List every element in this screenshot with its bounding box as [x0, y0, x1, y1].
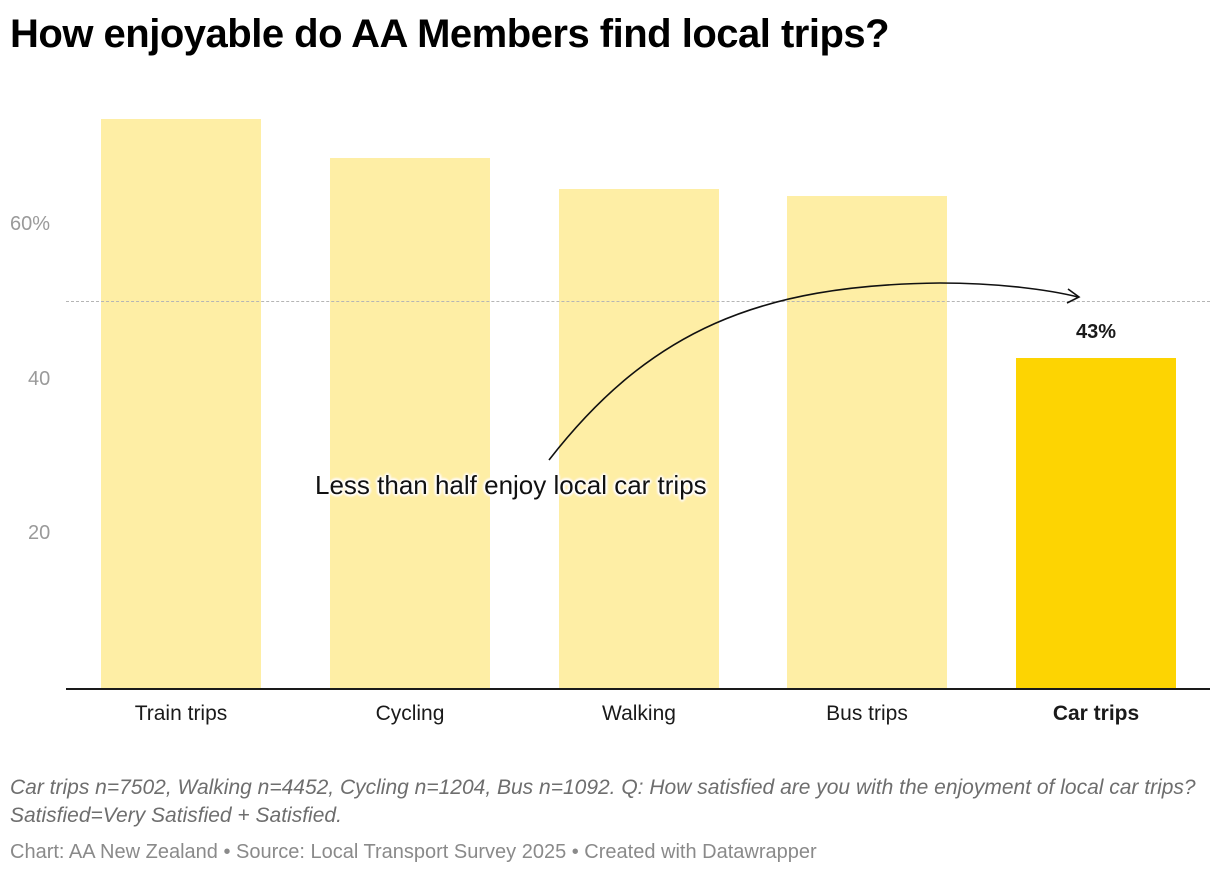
x-label-bus-trips: Bus trips [826, 702, 908, 725]
x-label-cycling: Cycling [375, 702, 445, 725]
chart-notes: Car trips n=7502, Walking n=4452, Cyclin… [10, 776, 1196, 827]
reference-line-50 [66, 301, 1210, 302]
y-tick-20: 20 [28, 522, 51, 544]
annotation-text: Less than half enjoy local car trips [315, 470, 707, 500]
chart-title: How enjoyable do AA Members find local t… [10, 12, 890, 56]
value-label-car-trips: 43% [1075, 321, 1117, 343]
bar-train-trips[interactable] [101, 119, 261, 689]
x-label-car-trips: Car trips [1052, 702, 1140, 725]
x-axis-line [66, 688, 1210, 690]
chart-source: Chart: AA New Zealand • Source: Local Tr… [10, 841, 817, 863]
y-tick-40: 40 [28, 368, 51, 390]
bar-car-trips[interactable] [1016, 357, 1176, 689]
bar-walking[interactable] [559, 188, 719, 689]
y-tick-60: 60% [10, 213, 51, 235]
x-label-train-trips: Train trips [134, 702, 228, 725]
bar-bus-trips[interactable] [787, 196, 947, 689]
bar-chart: 60% 40 20 43% Less than half enjoy local… [10, 119, 1210, 725]
x-label-walking: Walking [602, 702, 676, 725]
annotation-arrow-icon [548, 282, 1081, 461]
bar-cycling[interactable] [330, 157, 490, 689]
